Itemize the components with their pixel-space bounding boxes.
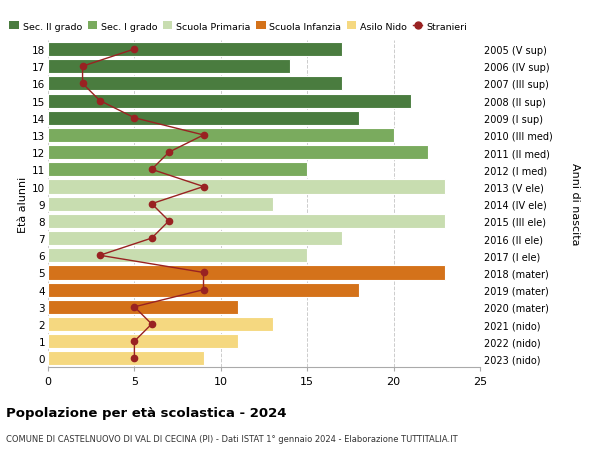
Bar bbox=[48, 283, 359, 297]
Text: COMUNE DI CASTELNUOVO DI VAL DI CECINA (PI) - Dati ISTAT 1° gennaio 2024 - Elabo: COMUNE DI CASTELNUOVO DI VAL DI CECINA (… bbox=[6, 434, 458, 443]
Bar bbox=[48, 214, 445, 229]
Bar bbox=[48, 317, 272, 331]
Bar bbox=[48, 266, 445, 280]
Bar bbox=[48, 335, 238, 348]
Bar bbox=[48, 249, 307, 263]
Bar bbox=[48, 180, 445, 194]
Y-axis label: Anni di nascita: Anni di nascita bbox=[569, 163, 580, 246]
Bar bbox=[48, 231, 342, 246]
Legend: Sec. II grado, Sec. I grado, Scuola Primaria, Scuola Infanzia, Asilo Nido, Stran: Sec. II grado, Sec. I grado, Scuola Prim… bbox=[7, 20, 469, 34]
Y-axis label: Età alunni: Età alunni bbox=[18, 176, 28, 232]
Bar bbox=[48, 129, 394, 143]
Bar bbox=[48, 43, 342, 57]
Text: Popolazione per età scolastica - 2024: Popolazione per età scolastica - 2024 bbox=[6, 406, 287, 419]
Bar bbox=[48, 197, 272, 211]
Bar bbox=[48, 163, 307, 177]
Bar bbox=[48, 77, 342, 91]
Bar bbox=[48, 60, 290, 74]
Bar bbox=[48, 112, 359, 125]
Bar bbox=[48, 300, 238, 314]
Bar bbox=[48, 94, 411, 108]
Bar bbox=[48, 352, 203, 366]
Bar bbox=[48, 146, 428, 160]
